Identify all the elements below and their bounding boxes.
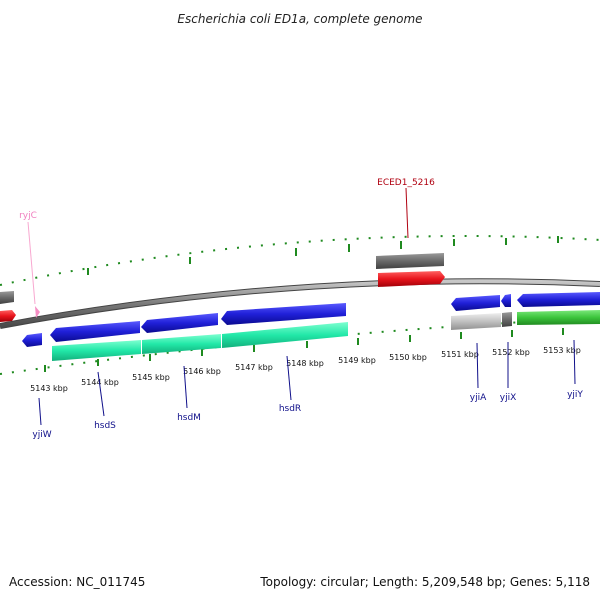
scale-label: 5150 kbp — [389, 353, 427, 362]
chromosome-backbone — [0, 279, 600, 328]
scale-label: 5146 kbp — [183, 367, 221, 376]
gene-label-yjiX[interactable]: yjiX — [500, 393, 517, 403]
inner-major-ticks — [44, 328, 564, 372]
accession-label: Accession: NC_011745 — [9, 575, 145, 589]
yjiA-cds-feature[interactable] — [451, 313, 501, 330]
hsdR-leader-line — [286, 355, 292, 401]
forward-features — [0, 253, 445, 322]
gene-label-ryjC[interactable]: ryjC — [19, 211, 37, 221]
yjiY-leader-line — [573, 339, 576, 385]
scale-label: 5143 kbp — [30, 384, 68, 393]
gene-label-yjiY[interactable]: yjiY — [567, 390, 583, 400]
top-gene-labels: ryjC ECED1_5216 — [19, 178, 435, 305]
scale-label: 5145 kbp — [132, 373, 170, 382]
hsdS-feature[interactable] — [50, 321, 140, 342]
scale-labels: 5143 kbp 5144 kbp 5145 kbp 5146 kbp 5147… — [30, 346, 581, 393]
scale-label: 5147 kbp — [235, 363, 273, 372]
hsdR-feature[interactable] — [221, 303, 346, 325]
genome-title: Escherichia coli ED1a, complete genome — [177, 12, 422, 26]
ECED1_5216-leader-line — [405, 187, 409, 239]
ECED1_5216-pseudogene-feature[interactable] — [376, 253, 444, 269]
scale-label: 5149 kbp — [338, 356, 376, 365]
yjiY-cds-feature[interactable] — [517, 310, 600, 325]
yjiW-feature[interactable] — [22, 333, 42, 347]
ryjC-leader-line — [27, 221, 36, 305]
scale-label: 5144 kbp — [81, 378, 119, 387]
ryjC-feature[interactable] — [35, 306, 40, 318]
scale-label: 5152 kbp — [492, 348, 530, 357]
reverse-features — [22, 292, 600, 361]
pseudogene-feature[interactable] — [0, 291, 14, 304]
genome-summary-label: Topology: circular; Length: 5,209,548 bp… — [259, 575, 590, 589]
bottom-gene-labels — [38, 339, 576, 426]
yjiX-feature[interactable] — [501, 294, 511, 307]
gene-label-hsdS[interactable]: hsdS — [94, 421, 116, 431]
scale-label: 5148 kbp — [286, 359, 324, 368]
hsdR-cds-feature[interactable] — [222, 322, 348, 348]
ECED1_5216-gene-feature[interactable] — [378, 271, 445, 287]
hsdM-leader-line — [183, 365, 188, 409]
scale-label: 5153 kbp — [543, 346, 581, 355]
yjiY-feature[interactable] — [517, 292, 600, 307]
hsdS-leader-line — [97, 371, 105, 417]
gene-label-yjiW[interactable]: yjiW — [32, 430, 51, 440]
gene-label-hsdR[interactable]: hsdR — [279, 404, 301, 414]
gene-label-yjiA[interactable]: yjiA — [470, 393, 487, 403]
yjiW-leader-line — [38, 397, 42, 426]
outer-major-ticks — [87, 236, 559, 275]
gene-feature[interactable] — [0, 310, 16, 322]
scale-label: 5151 kbp — [441, 350, 479, 359]
bottom-gene-label-texts: yjiW hsdS hsdM hsdR yjiA yjiX yjiY — [32, 390, 583, 440]
hsdM-cds-feature[interactable] — [142, 334, 221, 354]
gene-label-hsdM[interactable]: hsdM — [177, 413, 201, 423]
yjiA-feature[interactable] — [451, 295, 500, 311]
yjiX-cds-feature[interactable] — [502, 312, 512, 327]
yjiA-leader-line — [476, 342, 479, 389]
inner-tick-ring — [0, 317, 600, 375]
outer-tick-ring — [0, 235, 600, 286]
hsdM-feature[interactable] — [141, 313, 218, 333]
hsdS-cds-feature[interactable] — [52, 340, 141, 361]
gene-label-ECED1_5216[interactable]: ECED1_5216 — [377, 178, 435, 188]
